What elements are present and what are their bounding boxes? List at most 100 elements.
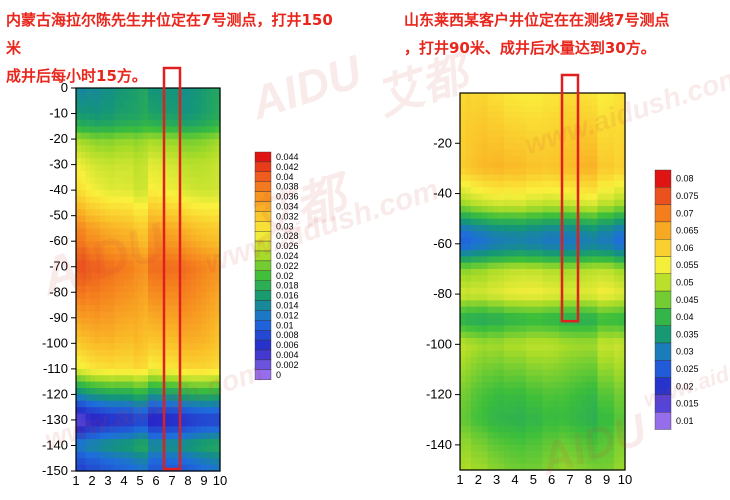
heatmap-cell	[114, 368, 120, 376]
heatmap-cell	[167, 330, 173, 338]
heatmap-cell	[460, 143, 467, 151]
heatmap-cell	[85, 260, 91, 268]
heatmap-cell	[100, 260, 106, 268]
heatmap-cell	[119, 388, 125, 395]
heatmap-cell	[100, 381, 106, 389]
heatmap-cell	[520, 237, 527, 245]
heatmap-cell	[172, 196, 178, 204]
heatmap-cell	[515, 149, 522, 157]
heatmap-cell	[460, 463, 467, 471]
heatmap-cell	[143, 170, 149, 178]
heatmap-cell	[592, 426, 599, 433]
heatmap-cell	[138, 164, 144, 172]
heatmap-cell	[498, 426, 505, 433]
heatmap-cell	[191, 362, 197, 370]
heatmap-cell	[520, 444, 527, 452]
heatmap-cell	[148, 247, 154, 255]
heatmap-cell	[148, 151, 154, 159]
heatmap-cell	[515, 237, 522, 245]
heatmap-cell	[191, 253, 197, 261]
heatmap-cell	[95, 336, 101, 344]
heatmap-cell	[575, 331, 582, 339]
heatmap-cell	[564, 350, 571, 358]
heatmap-cell	[614, 206, 621, 213]
heatmap-cell	[119, 381, 125, 389]
heatmap-cell	[542, 369, 549, 377]
heatmap-cell	[85, 381, 91, 389]
heatmap-cell	[76, 324, 82, 332]
heatmap-cell	[603, 407, 610, 415]
heatmap-cell	[493, 413, 500, 421]
heatmap-cell	[210, 119, 216, 127]
heatmap-cell	[95, 349, 101, 357]
heatmap-cell	[196, 215, 202, 223]
heatmap-cell	[575, 463, 582, 471]
heatmap-cell	[95, 451, 101, 459]
heatmap-cell	[85, 113, 91, 121]
heatmap-cell	[531, 130, 538, 138]
heatmap-cell	[191, 241, 197, 249]
heatmap-cell	[504, 287, 511, 295]
heatmap-cell	[215, 100, 221, 108]
heatmap-cell	[548, 199, 555, 207]
heatmap-cell	[205, 215, 211, 223]
heatmap-cell	[542, 338, 549, 345]
heatmap-cell	[460, 130, 467, 138]
heatmap-cell	[460, 369, 467, 377]
heatmap-cell	[465, 444, 472, 452]
heatmap-cell	[196, 381, 202, 389]
heatmap-cell	[215, 451, 221, 459]
heatmap-cell	[95, 215, 101, 223]
heatmap-cell	[471, 262, 478, 270]
heatmap-cell	[186, 260, 192, 268]
heatmap-cell	[143, 451, 149, 459]
heatmap-cell	[597, 432, 604, 440]
heatmap-cell	[498, 143, 505, 151]
heatmap-cell	[152, 107, 159, 115]
heatmap-cell	[119, 400, 125, 408]
heatmap-cell	[167, 426, 173, 434]
heatmap-cell	[498, 413, 505, 421]
heatmap-cell	[172, 362, 178, 370]
heatmap-cell	[186, 426, 192, 434]
heatmap-cell	[172, 343, 178, 351]
heatmap-cell	[143, 113, 149, 121]
heatmap-cell	[575, 407, 582, 415]
legend-label: 0.032	[276, 211, 299, 221]
heatmap-cell	[172, 349, 178, 357]
heatmap-cell	[80, 336, 87, 344]
heatmap-cell	[186, 183, 192, 191]
heatmap-cell	[133, 349, 139, 357]
heatmap-cell	[608, 243, 615, 251]
heatmap-cell	[157, 209, 163, 217]
heatmap-cell	[553, 338, 560, 345]
heatmap-cell	[181, 241, 187, 249]
heatmap-cell	[603, 93, 610, 100]
heatmap-cell	[608, 463, 615, 471]
heatmap-cell	[542, 306, 549, 314]
heatmap-cell	[90, 170, 96, 178]
heatmap-cell	[603, 111, 610, 119]
heatmap-cell	[210, 88, 216, 95]
heatmap-cell	[119, 253, 125, 261]
heatmap-cell	[592, 224, 599, 232]
heatmap-cell	[128, 247, 135, 255]
heatmap-cell	[181, 356, 187, 364]
heatmap-cell	[109, 266, 115, 274]
heatmap-cell	[205, 209, 211, 217]
legend-swatch	[254, 181, 272, 192]
heatmap-cell	[597, 237, 604, 245]
heatmap-cell	[186, 407, 192, 415]
heatmap-cell	[586, 451, 593, 459]
heatmap-cell	[215, 426, 221, 434]
heatmap-cell	[167, 222, 173, 230]
heatmap-cell	[143, 292, 149, 300]
heatmap-cell	[471, 155, 478, 163]
heatmap-cell	[114, 234, 120, 242]
heatmap-cell	[143, 413, 149, 421]
heatmap-cell	[498, 432, 505, 440]
heatmap-cell	[167, 253, 173, 261]
heatmap-cell	[181, 202, 187, 210]
heatmap-cell	[553, 419, 560, 427]
heatmap-cell	[157, 426, 163, 434]
